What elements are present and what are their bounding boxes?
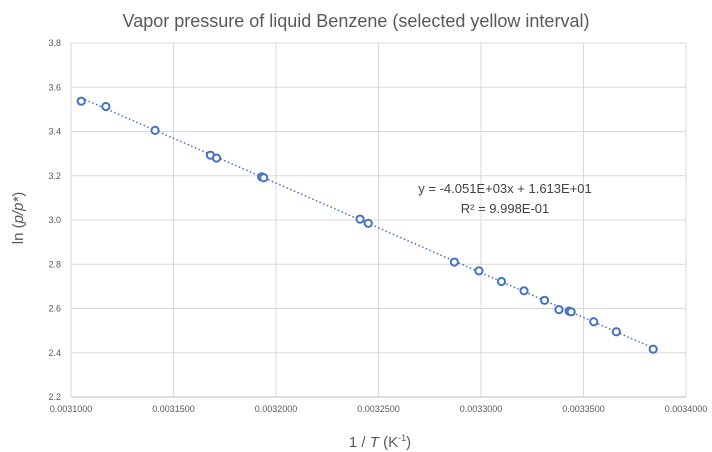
data-point (554, 305, 564, 315)
x-label-sup: -1 (398, 433, 406, 443)
data-point (474, 266, 484, 276)
x-tick-label: 0.0032500 (357, 404, 400, 414)
y-tick-label: 3.6 (48, 82, 61, 92)
data-point (449, 257, 459, 267)
y-label-var: p/p* (10, 196, 27, 225)
y-axis-ticks: 2.2 2.4 2.6 2.8 3.0 3.2 3.4 3.6 3.8 (48, 38, 61, 402)
y-tick-label: 2.4 (48, 348, 61, 358)
x-tick-label: 0.0031000 (50, 404, 93, 414)
data-point (519, 286, 529, 296)
y-label-pre: ln ( (10, 223, 27, 244)
data-point (539, 295, 550, 305)
y-tick-label: 3.2 (48, 171, 61, 181)
y-label-post: ) (10, 192, 27, 197)
data-point (76, 96, 86, 106)
y-tick-label: 3.0 (48, 215, 61, 225)
y-axis-label: ln (p/p*) (10, 192, 27, 245)
r-squared-label: R² = 9.998E-01 (461, 201, 550, 216)
y-tick-label: 2.8 (48, 259, 61, 269)
gridlines (70, 42, 687, 397)
data-point (611, 327, 621, 337)
y-tick-label: 3.8 (48, 38, 61, 48)
x-label-var: T (370, 434, 381, 451)
data-point (150, 125, 160, 135)
x-label-pre: 1 / (349, 434, 370, 451)
data-point (101, 101, 111, 112)
x-tick-label: 0.0034000 (665, 404, 708, 414)
x-tick-label: 0.0031500 (152, 404, 195, 414)
data-point (211, 153, 222, 163)
chart-title: Vapor pressure of liquid Benzene (select… (123, 11, 590, 31)
x-tick-label: 0.0032000 (255, 404, 298, 414)
x-axis-label: 1 / T (K-1) (349, 433, 411, 451)
x-label-post: (K (379, 434, 398, 451)
y-tick-label: 2.6 (48, 304, 61, 314)
data-point (589, 317, 599, 327)
y-tick-label: 3.4 (48, 127, 61, 137)
x-label-close: ) (406, 434, 411, 451)
y-tick-label: 2.2 (48, 392, 61, 402)
x-axis-ticks: 0.0031000 0.0031500 0.0032000 0.0032500 0.00… (50, 404, 708, 414)
data-point (566, 307, 576, 317)
x-tick-label: 0.0033500 (562, 404, 605, 414)
data-point (363, 218, 373, 228)
x-tick-label: 0.0033000 (460, 404, 503, 414)
data-point (355, 214, 365, 224)
data-point (496, 276, 507, 287)
trendline-equation: y = -4.051E+03x + 1.613E+01 (418, 181, 591, 196)
data-points (76, 96, 658, 354)
data-point (648, 344, 658, 354)
data-point (259, 173, 269, 183)
